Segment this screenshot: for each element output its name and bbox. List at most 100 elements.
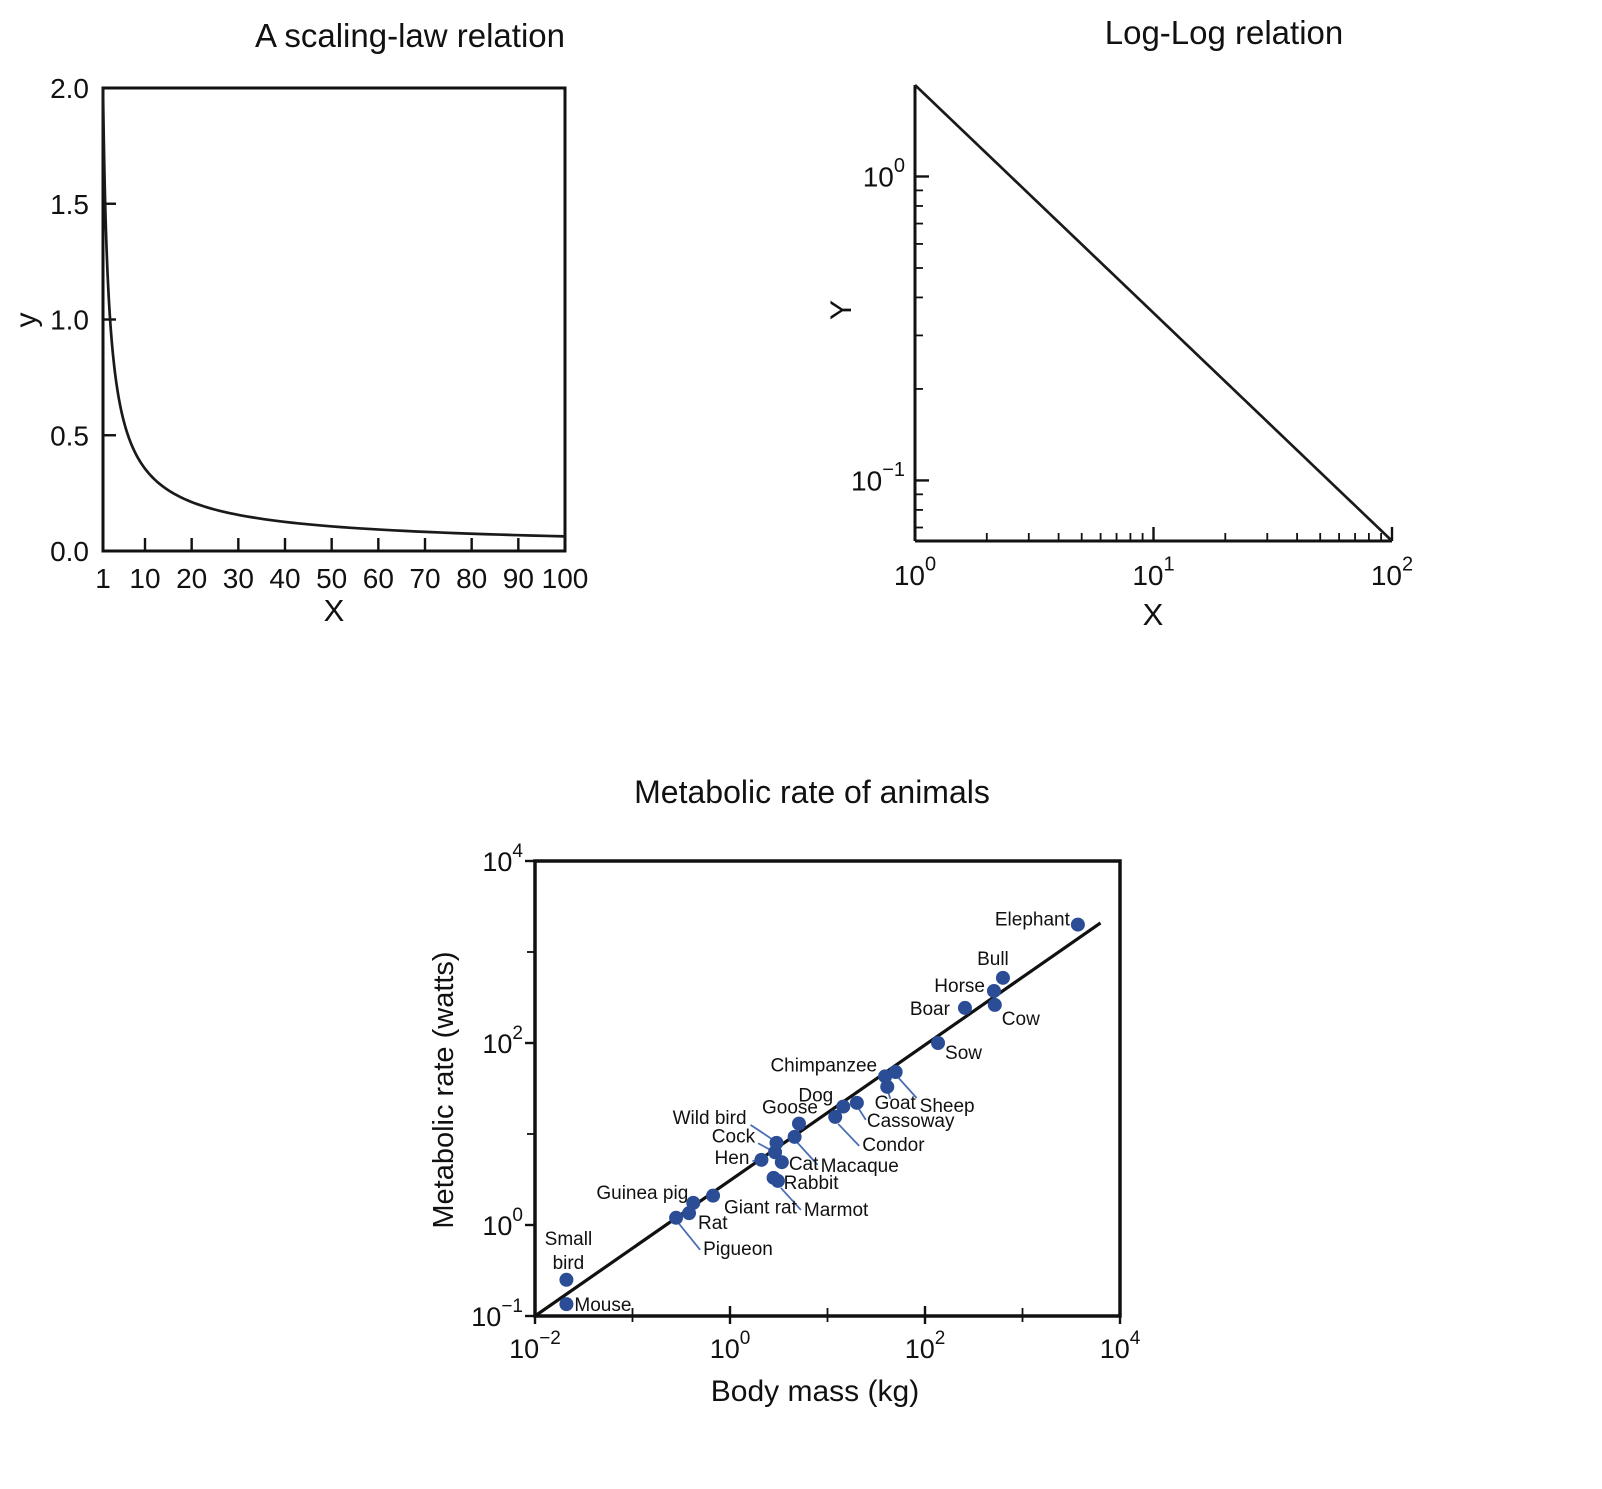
data-point-goat bbox=[880, 1079, 895, 1094]
x-tick-label: 1 bbox=[95, 563, 111, 594]
leader-line-macaque bbox=[796, 1142, 819, 1166]
x-tick-label: 100 bbox=[894, 553, 936, 591]
point-label-macaque: Macaque bbox=[821, 1156, 899, 1177]
point-label-condor: Condor bbox=[862, 1135, 925, 1156]
y-axis-label: Metabolic rate (watts) bbox=[428, 951, 460, 1228]
leader-line-marmot bbox=[780, 1187, 802, 1211]
data-point-macaque bbox=[787, 1129, 802, 1144]
y-tick-label: 1.5 bbox=[50, 189, 89, 220]
point-label-marmot: Marmot bbox=[804, 1200, 869, 1221]
data-point-sow bbox=[931, 1036, 946, 1050]
data-point-dog bbox=[836, 1099, 851, 1114]
y-tick-label: 1.0 bbox=[50, 305, 89, 336]
data-point-condor bbox=[828, 1109, 843, 1124]
data-point-cat bbox=[774, 1155, 789, 1170]
y-axis-label: y bbox=[10, 313, 43, 328]
x-axis-label: Body mass (kg) bbox=[711, 1375, 919, 1408]
x-tick-label: 100 bbox=[710, 1328, 751, 1364]
point-label-elephant: Elephant bbox=[995, 910, 1071, 931]
x-tick-label: 30 bbox=[223, 563, 254, 594]
x-tick-label: 80 bbox=[456, 563, 487, 594]
y-tick-label: 104 bbox=[482, 841, 523, 877]
data-point-boar bbox=[957, 1000, 972, 1015]
point-label-cassoway: Cassoway bbox=[867, 1111, 955, 1132]
x-tick-label: 102 bbox=[905, 1328, 946, 1364]
point-label-guinea-pig: Guinea pig bbox=[596, 1183, 688, 1204]
point-label-boar: Boar bbox=[910, 999, 951, 1020]
x-axis-label: X bbox=[1143, 597, 1164, 632]
fit-line bbox=[534, 921, 1102, 1318]
x-tick-label: 102 bbox=[1371, 553, 1413, 591]
x-tick-label: 100 bbox=[542, 563, 589, 594]
y-tick-label: 102 bbox=[482, 1023, 523, 1059]
point-label-bull: Bull bbox=[977, 949, 1009, 970]
x-tick-label: 70 bbox=[409, 563, 440, 594]
y-tick-label: 2.0 bbox=[50, 73, 89, 104]
data-point-pigueon bbox=[669, 1210, 684, 1225]
chart-title: Log-Log relation bbox=[1105, 14, 1344, 51]
y-tick-label: 0.0 bbox=[50, 536, 89, 567]
data-point-horse bbox=[986, 983, 1001, 998]
plot-box bbox=[101, 86, 567, 553]
chart-title: A scaling-law relation bbox=[255, 17, 565, 54]
data-point-giant-rat bbox=[706, 1188, 721, 1203]
point-label-sheep: Sheep bbox=[920, 1096, 975, 1117]
point-label-hen: Hen bbox=[715, 1148, 750, 1169]
data-point-mouse bbox=[559, 1297, 574, 1312]
x-tick-label: 90 bbox=[503, 563, 534, 594]
data-point-sheep bbox=[888, 1065, 903, 1080]
data-point-chimpanzee bbox=[878, 1069, 893, 1084]
point-label-cow: Cow bbox=[1002, 1009, 1040, 1030]
y-axis-label: Y bbox=[825, 300, 858, 320]
chart-metabolic-scatter: Metabolic rate of animals Body mass (kg) M… bbox=[428, 774, 1141, 1408]
point-label-goose: Goose bbox=[762, 1098, 818, 1119]
point-label-pigueon: Pigueon bbox=[703, 1239, 773, 1260]
chart-title: Metabolic rate of animals bbox=[634, 774, 990, 810]
point-label-cat: Cat bbox=[789, 1154, 819, 1175]
point-label-sow: Sow bbox=[945, 1043, 982, 1064]
x-tick-label: 10−2 bbox=[509, 1328, 561, 1364]
x-tick-label: 104 bbox=[1100, 1328, 1141, 1364]
y-tick-label: 10−1 bbox=[471, 1296, 523, 1332]
y-tick-label: 100 bbox=[482, 1205, 523, 1241]
x-tick-label: 10 bbox=[129, 563, 160, 594]
x-tick-label: 40 bbox=[269, 563, 300, 594]
point-label-rat: Rat bbox=[698, 1213, 728, 1234]
leader-line-pigueon bbox=[678, 1223, 701, 1251]
data-point-marmot bbox=[770, 1173, 785, 1188]
x-axis-label: X bbox=[324, 593, 345, 628]
data-point-small-bird bbox=[559, 1272, 574, 1287]
chart-scaling-law: A scaling-law relation Xy 1 10 20 30 40 50 60 70 8… bbox=[10, 17, 588, 628]
point-label-giant-rat: Giant rat bbox=[724, 1198, 798, 1219]
power-law-curve bbox=[101, 87, 566, 538]
point-label-cock: Cock bbox=[712, 1126, 756, 1147]
data-point-goose bbox=[791, 1116, 806, 1131]
point-label-mouse: Mouse bbox=[574, 1295, 631, 1316]
leader-line-sheep bbox=[897, 1077, 918, 1099]
point-label-small-bird: bird bbox=[553, 1253, 585, 1274]
point-label-small-bird: Small bbox=[545, 1229, 593, 1250]
data-point-wild-bird bbox=[769, 1135, 784, 1150]
y-tick-label: 0.5 bbox=[50, 420, 89, 451]
y-tick-label: 100 bbox=[863, 155, 905, 193]
data-point-cassoway bbox=[849, 1095, 864, 1110]
x-tick-label: 50 bbox=[316, 563, 347, 594]
y-tick-label: 10−1 bbox=[851, 459, 905, 497]
leader-line-condor bbox=[837, 1123, 860, 1147]
x-tick-label: 60 bbox=[363, 563, 394, 594]
point-label-goat: Goat bbox=[875, 1093, 917, 1114]
point-label-horse: Horse bbox=[934, 976, 985, 997]
x-tick-label: 20 bbox=[176, 563, 207, 594]
x-tick-label: 101 bbox=[1132, 553, 1174, 591]
data-point-bull bbox=[995, 970, 1010, 985]
chart-log-log: Log-Log relation X Y 100 101 102 100 10−1 bbox=[825, 14, 1413, 632]
leader-line-wild-bird bbox=[750, 1124, 773, 1140]
power-law-curve bbox=[914, 84, 1393, 542]
data-point-cow bbox=[987, 997, 1002, 1012]
data-point-guinea-pig bbox=[686, 1195, 701, 1210]
data-point-elephant bbox=[1070, 917, 1085, 932]
leader-line-cassoway bbox=[858, 1108, 867, 1121]
point-label-dog: Dog bbox=[798, 1086, 833, 1107]
